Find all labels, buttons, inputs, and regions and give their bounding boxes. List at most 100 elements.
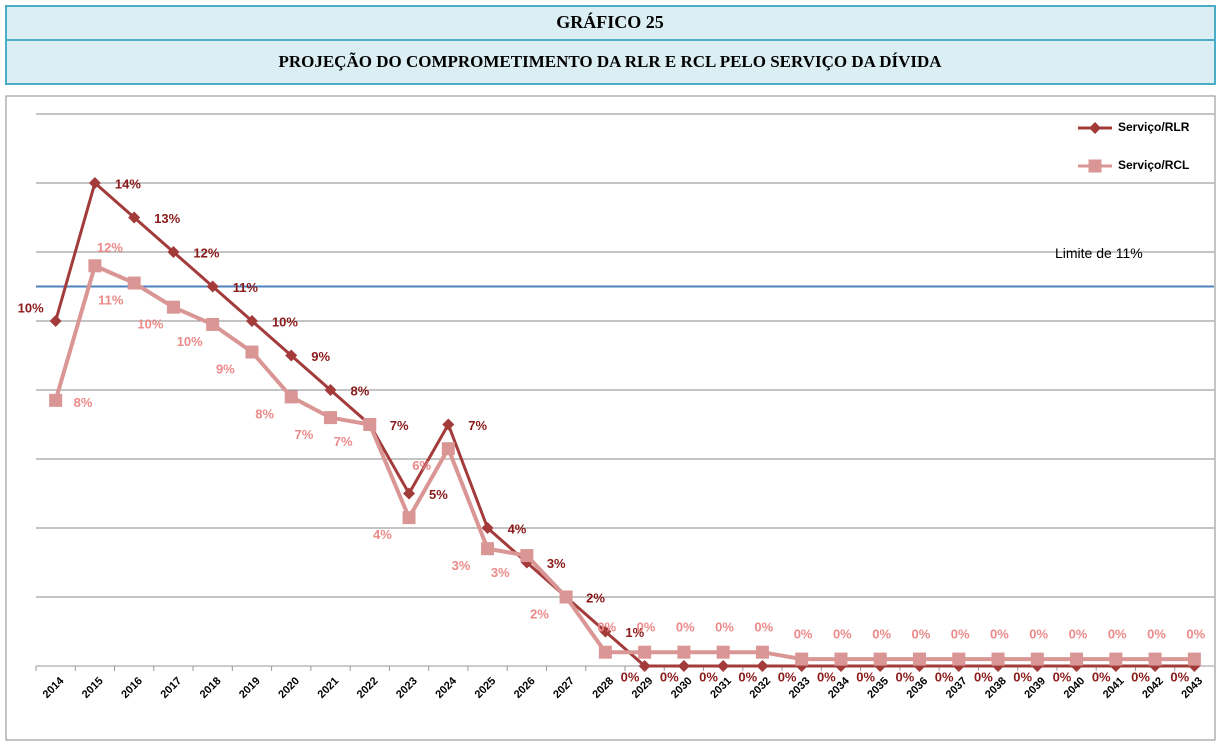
marker <box>284 390 298 404</box>
marker <box>88 259 102 273</box>
marker <box>324 384 337 396</box>
data-label: 0% <box>1069 627 1088 642</box>
marker <box>481 542 495 556</box>
data-label: 0% <box>660 669 679 684</box>
data-label: 0% <box>872 627 891 642</box>
marker <box>245 345 259 359</box>
marker <box>717 660 730 672</box>
legend-marker <box>1088 159 1102 173</box>
marker <box>1109 652 1123 666</box>
limit-label: Limite de 11% <box>1055 245 1143 261</box>
data-label: 0% <box>1108 627 1127 642</box>
marker <box>677 660 690 672</box>
data-label: 3% <box>491 565 510 580</box>
marker <box>363 418 377 431</box>
data-label: 0% <box>621 669 640 684</box>
series-line <box>54 180 1195 668</box>
data-label: 10% <box>177 334 203 349</box>
data-label: 8% <box>74 395 93 410</box>
data-label: 7% <box>468 418 487 433</box>
data-label: 0% <box>951 627 970 642</box>
marker <box>638 645 652 659</box>
data-label: 0% <box>1053 669 1072 684</box>
marker <box>127 276 141 290</box>
data-label: 11% <box>98 292 124 307</box>
marker <box>88 177 101 189</box>
data-label: 0% <box>817 669 836 684</box>
marker <box>402 511 416 525</box>
data-label: 0% <box>738 669 757 684</box>
marker <box>49 315 62 327</box>
marker <box>795 652 809 666</box>
data-label: 0% <box>699 669 718 684</box>
data-label: 0% <box>676 620 695 635</box>
marker <box>128 211 141 224</box>
chart-frame <box>5 95 1216 741</box>
data-label: 4% <box>508 521 527 536</box>
data-label: 5% <box>429 487 448 502</box>
data-label: 14% <box>115 176 141 191</box>
legend-marker <box>1089 122 1101 134</box>
marker <box>599 625 612 638</box>
legend-label: Serviço/RLR <box>1118 120 1190 134</box>
marker <box>1148 652 1162 666</box>
marker <box>873 652 887 666</box>
data-label: 9% <box>216 361 235 376</box>
marker <box>559 590 573 604</box>
subtitle-box <box>5 39 1216 85</box>
data-label: 3% <box>452 558 471 573</box>
marker <box>834 652 848 666</box>
data-label: 12% <box>193 245 219 260</box>
marker <box>167 246 180 258</box>
marker <box>755 645 769 659</box>
marker <box>49 393 63 407</box>
marker <box>716 645 730 659</box>
data-label: 0% <box>1170 669 1189 684</box>
data-label: 0% <box>754 620 773 635</box>
data-label: 0% <box>1147 627 1166 642</box>
data-label: 10% <box>18 300 44 315</box>
data-label: 0% <box>1092 669 1111 684</box>
data-label: 0% <box>990 627 1009 642</box>
data-label: 6% <box>412 458 431 473</box>
marker <box>166 300 180 314</box>
marker <box>285 349 298 362</box>
data-label: 7% <box>334 434 353 449</box>
marker <box>991 652 1005 666</box>
data-label: 10% <box>137 317 163 332</box>
title: GRÁFICO 25 <box>556 11 664 32</box>
marker <box>403 487 416 500</box>
marker <box>245 315 258 327</box>
data-label: 0% <box>833 627 852 642</box>
legend-label: Serviço/RCL <box>1118 158 1189 172</box>
marker <box>441 442 455 456</box>
data-label: 10% <box>272 314 298 329</box>
data-label: 0% <box>778 669 797 684</box>
data-label: 13% <box>154 211 180 226</box>
title-box <box>5 5 1216 41</box>
data-label: 0% <box>715 620 734 635</box>
marker <box>206 317 220 331</box>
marker <box>913 652 926 666</box>
marker <box>1070 652 1084 666</box>
data-label: 4% <box>373 527 392 542</box>
data-label: 12% <box>97 240 123 255</box>
marker <box>324 411 337 425</box>
data-label: 2% <box>586 590 605 605</box>
marker <box>1030 652 1044 666</box>
marker <box>520 549 534 563</box>
data-label: 1% <box>625 625 644 640</box>
data-label: 11% <box>233 280 259 295</box>
data-label: 0% <box>1186 627 1205 642</box>
data-label: 8% <box>351 383 370 398</box>
data-label: 0% <box>912 627 931 642</box>
data-label: 0% <box>1029 627 1048 642</box>
data-label: 2% <box>530 606 549 621</box>
marker <box>677 645 691 659</box>
series-line <box>53 263 1195 662</box>
marker <box>952 652 966 666</box>
data-label: 0% <box>935 669 954 684</box>
marker <box>481 522 494 534</box>
marker <box>1187 652 1201 666</box>
